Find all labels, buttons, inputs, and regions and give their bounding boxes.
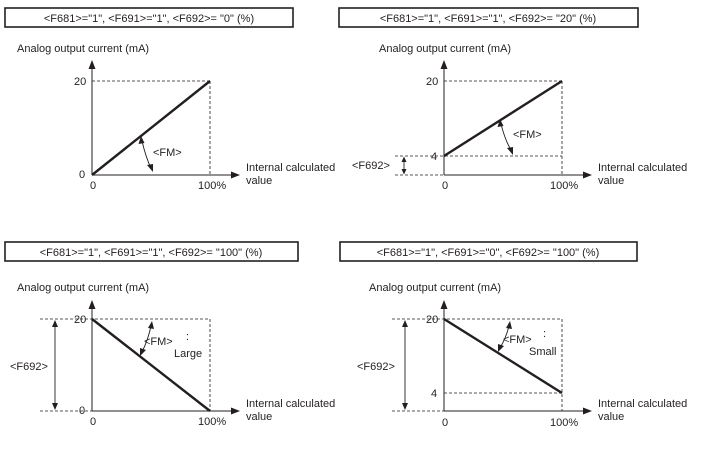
panel-1-fm-arrowhead-upper — [138, 136, 145, 144]
panel-4-fm-arrowhead-lower — [498, 344, 504, 352]
panel-2-output-line — [443, 79, 563, 158]
panel-2-x-axis-label-line1: Internal calculated — [598, 162, 687, 174]
panel-3-offset-arrowhead-lower — [52, 403, 58, 410]
panel-3-y-tick-origin: 0 — [79, 405, 85, 417]
panel-4-y-tick-top: 20 — [426, 314, 438, 326]
panel-2-y-axis-label: Analog output current (mA) — [379, 43, 511, 55]
panel-4-offset-label: <F692> — [357, 361, 395, 373]
panel-4-title-box — [339, 241, 638, 262]
panel-3: <F681>="1", <F691>="1", <F692>= "100" (%… — [4, 241, 335, 428]
panel-3-x-axis-arrowhead — [231, 407, 240, 415]
panel-1-x-axis-arrowhead — [231, 171, 240, 179]
panel-4-y-axis-arrowhead — [440, 300, 448, 309]
panel-4-fm-note: Small — [529, 346, 557, 358]
panel-3-y-axis-arrowhead — [88, 300, 96, 309]
panel-1-x-axis-label-line1: Internal calculated — [246, 162, 335, 174]
panel-4-fm-label: <FM> — [503, 334, 532, 346]
panel-1-x-axis-label-line2: value — [246, 175, 272, 187]
panel-4-x-tick-origin: 0 — [442, 417, 448, 429]
panel-1: <F681>="1", <F691>="1", <F692>= "0" (%) … — [4, 7, 335, 192]
panel-1-y-tick-top: 20 — [74, 76, 86, 88]
panel-4-x-axis-arrowhead — [583, 407, 592, 415]
panel-3-x-axis-label-line2: value — [246, 411, 272, 423]
panel-2-offset-label: <F692> — [352, 160, 390, 172]
panel-2-x-axis-label-line2: value — [598, 175, 624, 187]
panel-2-fm-arrowhead-upper — [497, 119, 504, 127]
panel-3-x-tick-end: 100% — [198, 416, 226, 428]
panel-1-title: <F681>="1", <F691>="1", <F692>= "0" (%) — [44, 13, 254, 25]
panel-3-output-line — [91, 318, 211, 412]
panel-4-y-tick-low: 4 — [431, 388, 437, 400]
panel-2-fm-arc — [500, 123, 512, 151]
panel-3-offset-label: <F692> — [10, 361, 48, 373]
panel-1-x-tick-origin: 0 — [90, 180, 96, 192]
panel-1-y-axis-arrowhead — [88, 60, 96, 69]
panel-4-offset-arrowhead-upper — [402, 320, 408, 327]
panel-1-fm-label: <FM> — [153, 147, 182, 159]
panel-3-fm-arrowhead-lower — [140, 348, 146, 356]
panel-3-fm-arrowhead-upper — [148, 321, 154, 329]
panel-3-x-tick-origin: 0 — [90, 416, 96, 428]
panel-4-fm-arrowhead-upper — [506, 321, 512, 329]
panel-2-title-box — [338, 7, 639, 28]
panel-4-y-axis-label: Analog output current (mA) — [369, 282, 501, 294]
panel-3-y-tick-top: 20 — [74, 314, 86, 326]
panel-4-x-axis-label-line1: Internal calculated — [598, 398, 687, 410]
panel-2-x-tick-end: 100% — [550, 180, 578, 192]
panel-1-fm-arc — [141, 140, 152, 169]
panel-3-title-box — [4, 241, 299, 262]
panel-4: <F681>="1", <F691>="0", <F692>= "100" (%… — [339, 241, 687, 429]
panel-1-y-tick-origin: 0 — [79, 169, 85, 181]
panel-4-title: <F681>="1", <F691>="0", <F692>= "100" (%… — [377, 247, 600, 259]
panel-4-fm-colon: : — [543, 328, 546, 340]
panel-3-offset-arrowhead-upper — [52, 320, 58, 327]
panel-4-output-line — [443, 317, 563, 395]
panel-4-x-axis-label-line2: value — [598, 411, 624, 423]
panel-3-fm-colon: : — [186, 331, 189, 343]
panel-2-x-tick-origin: 0 — [442, 180, 448, 192]
panel-1-x-tick-end: 100% — [198, 180, 226, 192]
panel-3-title: <F681>="1", <F691>="1", <F692>= "100" (%… — [40, 247, 263, 259]
panel-3-fm-label: <FM> — [144, 336, 173, 348]
panel-2-title: <F681>="1", <F691>="1", <F692>= "20" (%) — [380, 13, 596, 25]
panel-2-offset-arrowhead-lower — [401, 169, 407, 175]
panel-2-y-tick-low: 4 — [431, 151, 437, 163]
panel-3-x-axis-label-line1: Internal calculated — [246, 398, 335, 410]
panel-2-x-axis-arrowhead — [583, 171, 592, 179]
panel-1-fm-arrowhead-lower — [147, 164, 153, 172]
panel-2-offset-arrowhead-upper — [401, 156, 407, 162]
panel-2-fm-label: <FM> — [513, 129, 542, 141]
panel-1-title-box — [4, 7, 294, 28]
panel-1-y-axis-label: Analog output current (mA) — [17, 43, 149, 55]
panel-1-output-line — [91, 80, 211, 176]
panel-4-x-tick-end: 100% — [550, 417, 578, 429]
panel-3-y-axis-label: Analog output current (mA) — [17, 282, 149, 294]
panel-2-y-axis-arrowhead — [440, 60, 448, 69]
panel-2-y-tick-top: 20 — [426, 76, 438, 88]
panel-4-offset-arrowhead-lower — [402, 403, 408, 410]
panel-3-fm-note: Large — [174, 348, 202, 360]
panel-2: <F681>="1", <F691>="1", <F692>= "20" (%)… — [338, 7, 687, 192]
panel-2-fm-arrowhead-lower — [507, 147, 513, 155]
